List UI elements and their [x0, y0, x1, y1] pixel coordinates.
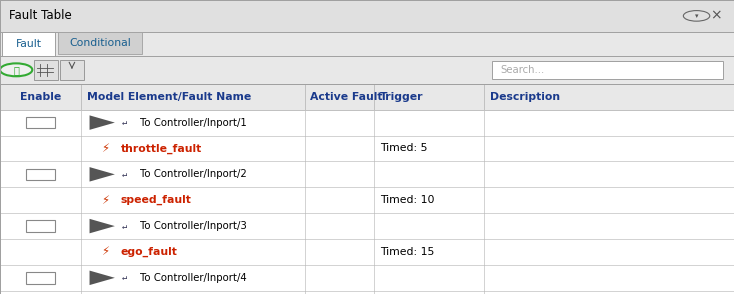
- Text: To Controller/Inport/2: To Controller/Inport/2: [139, 169, 247, 179]
- Bar: [26, 220, 55, 232]
- Bar: [0, 84, 734, 294]
- Bar: [58, 32, 142, 54]
- Text: Trigger: Trigger: [380, 92, 424, 102]
- Bar: [60, 60, 84, 80]
- Bar: [0, 161, 734, 187]
- Text: Timed: 15: Timed: 15: [380, 247, 435, 257]
- Text: Active Fault: Active Fault: [310, 92, 383, 102]
- Text: Fault: Fault: [15, 39, 42, 49]
- Polygon shape: [90, 167, 115, 182]
- Text: Conditional: Conditional: [69, 38, 131, 48]
- Bar: [0, 136, 734, 161]
- Bar: [0, 187, 734, 213]
- Text: ⏻: ⏻: [13, 65, 19, 75]
- Bar: [0, 0, 734, 32]
- Bar: [2, 32, 55, 56]
- Bar: [0, 265, 734, 291]
- Text: Timed: 5: Timed: 5: [380, 143, 428, 153]
- Bar: [34, 60, 58, 80]
- Text: ↵: ↵: [122, 222, 128, 230]
- Text: Search...: Search...: [501, 65, 545, 75]
- Bar: [0, 56, 734, 84]
- Bar: [26, 272, 55, 284]
- Text: Fault Table: Fault Table: [9, 9, 71, 22]
- Text: ↵: ↵: [122, 170, 128, 179]
- Text: Enable: Enable: [20, 92, 61, 102]
- Text: To Controller/Inport/4: To Controller/Inport/4: [139, 273, 247, 283]
- Text: ▾: ▾: [695, 13, 698, 19]
- Text: throttle_fault: throttle_fault: [120, 143, 202, 153]
- Bar: [0, 239, 734, 265]
- Bar: [0, 32, 734, 56]
- Text: Description: Description: [490, 92, 561, 102]
- Text: To Controller/Inport/1: To Controller/Inport/1: [139, 118, 247, 128]
- Text: ⚡: ⚡: [101, 194, 109, 207]
- Text: ↵: ↵: [122, 273, 128, 282]
- Text: speed_fault: speed_fault: [120, 195, 192, 205]
- Bar: [26, 117, 55, 128]
- Polygon shape: [90, 219, 115, 233]
- Text: ×: ×: [710, 9, 722, 23]
- Text: ⚡: ⚡: [101, 245, 109, 258]
- Text: Model Element/Fault Name: Model Element/Fault Name: [87, 92, 251, 102]
- Polygon shape: [90, 115, 115, 130]
- Bar: [26, 168, 55, 180]
- Bar: [0, 0, 734, 32]
- Bar: [0, 213, 734, 239]
- Polygon shape: [90, 270, 115, 285]
- Bar: [0, 84, 734, 110]
- Bar: [0, 110, 734, 136]
- Text: ⚡: ⚡: [101, 142, 109, 155]
- Bar: [492, 61, 723, 79]
- Bar: [0, 291, 734, 294]
- Text: ↵: ↵: [122, 118, 128, 127]
- Circle shape: [0, 64, 32, 76]
- Text: ego_fault: ego_fault: [120, 247, 177, 257]
- Text: To Controller/Inport/3: To Controller/Inport/3: [139, 221, 247, 231]
- Text: Timed: 10: Timed: 10: [380, 195, 435, 205]
